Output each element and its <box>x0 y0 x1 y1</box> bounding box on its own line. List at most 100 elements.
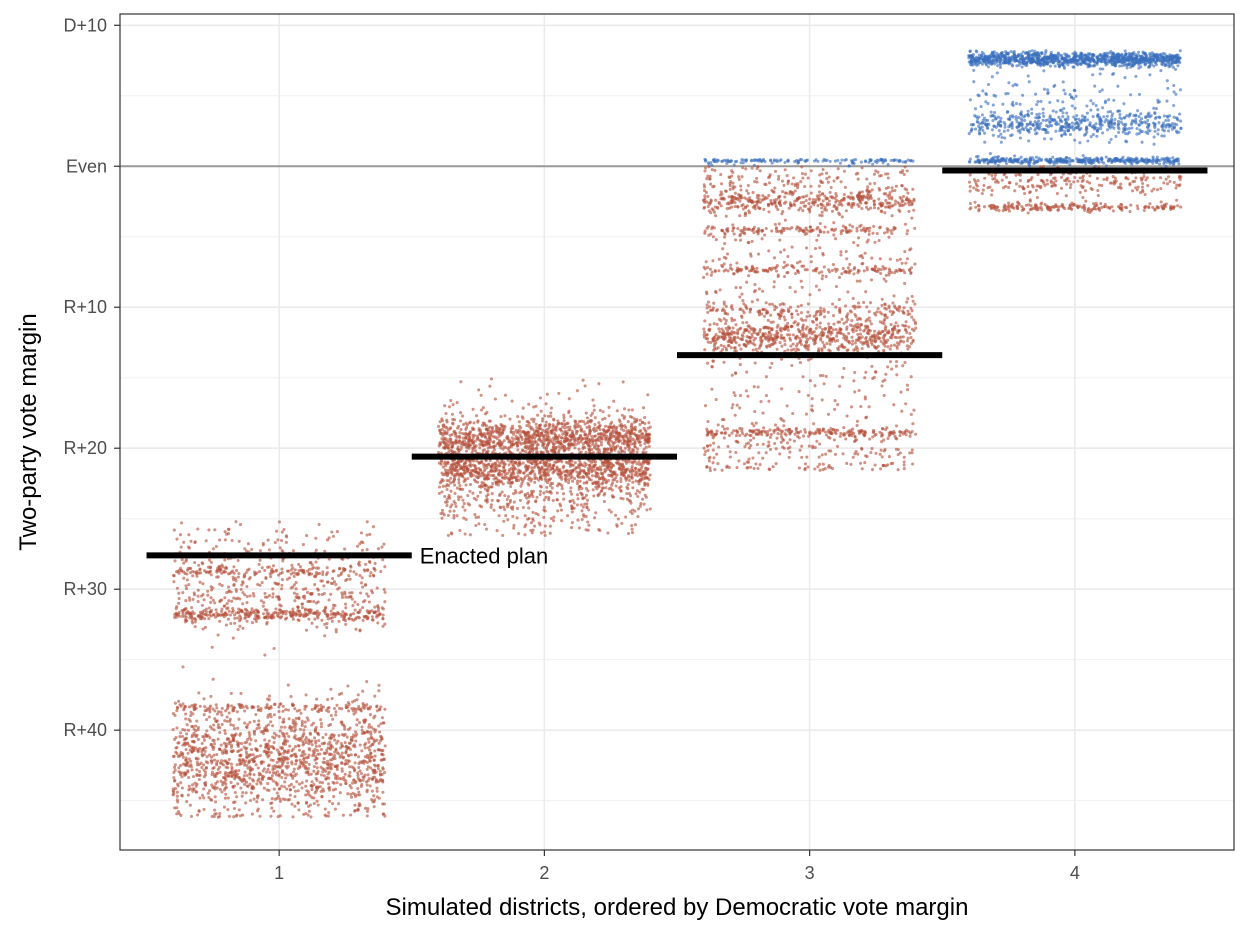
sim-point <box>293 599 297 603</box>
sim-point <box>258 558 262 562</box>
sim-point <box>245 752 249 756</box>
sim-point <box>563 422 567 426</box>
sim-point <box>304 767 309 771</box>
sim-point <box>227 774 231 778</box>
sim-point <box>303 707 307 711</box>
sim-point <box>238 597 242 601</box>
sim-point <box>212 753 216 757</box>
sim-point <box>208 736 212 740</box>
sim-point <box>625 485 629 489</box>
sim-point <box>269 814 273 818</box>
sim-point <box>298 727 302 731</box>
sim-point <box>304 784 308 788</box>
sim-point <box>598 450 602 454</box>
sim-point <box>288 788 292 792</box>
sim-point <box>240 794 244 798</box>
sim-point <box>302 571 306 575</box>
sim-point <box>255 749 259 753</box>
sim-point <box>293 725 297 729</box>
sim-point <box>541 428 545 432</box>
sim-point <box>508 417 512 421</box>
sim-point <box>597 492 601 496</box>
sim-point <box>334 630 338 634</box>
sim-point <box>184 756 188 760</box>
sim-point <box>266 782 270 786</box>
sim-point <box>362 759 366 763</box>
sim-point <box>244 615 248 619</box>
sim-point <box>285 773 289 777</box>
sim-point <box>315 756 319 760</box>
sim-point <box>366 755 370 759</box>
sim-point <box>481 406 485 410</box>
sim-point <box>361 689 365 693</box>
sim-point <box>531 469 535 473</box>
sim-point <box>187 611 191 615</box>
sim-point <box>293 789 298 793</box>
sim-point <box>195 763 200 767</box>
sim-point <box>173 701 177 705</box>
sim-point <box>562 413 566 417</box>
sim-point <box>247 567 251 571</box>
sim-point <box>533 441 537 445</box>
sim-point <box>526 491 530 495</box>
sim-point <box>357 755 361 759</box>
sim-point <box>850 342 854 346</box>
sim-point <box>570 521 574 525</box>
sim-point <box>314 560 318 564</box>
sim-point <box>639 462 643 466</box>
sim-point <box>283 772 287 776</box>
sim-point <box>559 439 563 443</box>
sim-point <box>291 718 295 722</box>
sim-point <box>265 611 269 615</box>
sim-point <box>584 450 588 454</box>
sim-point <box>200 750 204 754</box>
sim-point <box>255 726 259 731</box>
sim-point <box>537 438 541 442</box>
sim-point <box>211 738 215 742</box>
sim-point <box>628 446 632 450</box>
sim-point <box>535 443 539 447</box>
sim-point <box>316 704 320 708</box>
sim-point <box>889 344 893 348</box>
sim-point <box>260 566 264 570</box>
sim-point <box>635 489 639 493</box>
sim-point <box>555 484 560 488</box>
sim-point <box>544 402 548 406</box>
sim-point <box>229 621 233 626</box>
sim-point <box>218 600 222 604</box>
sim-point <box>584 439 589 443</box>
sim-point <box>498 492 502 496</box>
sim-point <box>517 424 521 428</box>
sim-point <box>196 749 200 753</box>
sim-point <box>372 800 376 804</box>
sim-point <box>555 491 559 495</box>
sim-point <box>459 442 463 446</box>
sim-point <box>261 775 265 779</box>
sim-point <box>279 538 284 543</box>
sim-point <box>338 777 342 781</box>
sim-point <box>464 427 468 431</box>
sim-point <box>214 719 218 723</box>
sim-point <box>243 721 247 725</box>
sim-point <box>582 430 586 434</box>
sim-point <box>302 760 306 764</box>
sim-point <box>181 755 185 759</box>
sim-point <box>495 437 499 441</box>
sim-point <box>232 727 237 731</box>
sim-point <box>215 712 219 716</box>
sim-point <box>355 718 359 722</box>
sim-point <box>547 464 551 468</box>
sim-point <box>581 378 585 382</box>
sim-point <box>175 726 179 730</box>
sim-point <box>537 521 541 525</box>
sim-point <box>223 796 227 800</box>
sim-point <box>544 437 548 441</box>
sim-point <box>278 716 282 720</box>
sim-point <box>200 741 204 745</box>
sim-point <box>457 450 461 454</box>
sim-point <box>586 520 590 524</box>
sim-point <box>227 814 231 818</box>
sim-point <box>172 770 176 775</box>
sim-point <box>319 703 323 707</box>
sim-point <box>289 614 293 618</box>
